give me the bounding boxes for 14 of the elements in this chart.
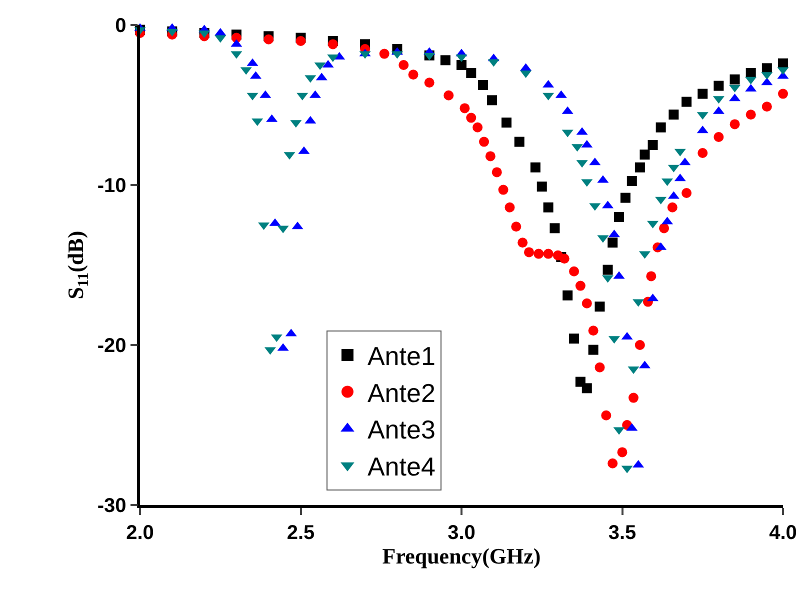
y-tick-label: -10 (97, 175, 126, 197)
x-tick-label: 3.0 (448, 522, 476, 544)
legend-label: Ante1 (367, 341, 436, 372)
y-tick-label: -20 (97, 335, 126, 357)
x-axis-title: Frequency(GHz) (382, 544, 541, 569)
legend-label: Ante3 (367, 414, 436, 445)
legend-label: Ante4 (367, 452, 436, 482)
x-tick-label: 3.5 (608, 522, 636, 544)
x-tick-label: 2.0 (126, 522, 154, 544)
y-tick-label: 0 (115, 15, 126, 37)
y-tick-label: -30 (97, 495, 126, 517)
legend-label: Ante2 (367, 378, 436, 408)
x-tick-label: 2.5 (286, 522, 315, 544)
x-tick-label: 4.0 (769, 522, 797, 544)
